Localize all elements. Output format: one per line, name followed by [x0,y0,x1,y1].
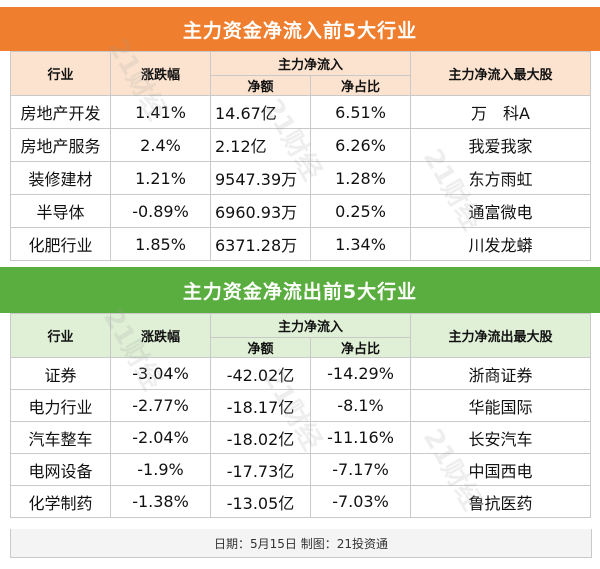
cell-stock: 万 科A [410,95,592,129]
cell-stock: 通富微电 [410,194,592,228]
cell-change: -1.9% [110,453,211,486]
cell-industry: 化肥行业 [10,227,111,261]
cell-change: -0.89% [110,194,211,228]
cell-ratio: -7.03% [309,485,412,518]
cell-industry: 房地产开发 [10,95,111,129]
cell-stock: 鲁抗医药 [410,485,592,518]
cell-industry: 汽车整车 [10,421,111,454]
table-row: 房地产服务 2.4% 2.12亿 6.26% 我爱我家 [10,128,592,162]
table-row: 装修建材 1.21% 9547.39万 1.28% 东方雨虹 [10,161,592,195]
header-top-stock: 主力净流出最大股 [410,313,592,358]
cell-amount: 9547.39万 [210,161,311,195]
cell-amount: 6371.28万 [210,227,311,261]
table-row: 证券 -3.04% -42.02亿 -14.29% 浙商证券 [10,357,592,390]
cell-change: 1.41% [110,95,211,129]
cell-ratio: 1.28% [309,161,412,195]
inflow-header-row: 行业 涨跌幅 主力净流入 主力净流入最大股 [10,51,592,96]
cell-change: 2.4% [110,128,211,162]
header-net-group: 主力净流入 [209,313,412,338]
header-ratio: 净占比 [309,75,412,96]
cell-industry: 房地产服务 [10,128,111,162]
table-row: 电网设备 -1.9% -17.73亿 -7.17% 中国西电 [10,453,592,486]
header-change: 涨跌幅 [110,313,211,358]
cell-change: -2.04% [110,421,211,454]
cell-ratio: 1.34% [309,227,412,261]
cell-ratio: -8.1% [309,389,412,422]
table-row: 房地产开发 1.41% 14.67亿 6.51% 万 科A [10,95,592,129]
cell-amount: 2.12亿 [210,128,311,162]
table-row: 电力行业 -2.77% -18.17亿 -8.1% 华能国际 [10,389,592,422]
header-industry: 行业 [10,313,111,358]
cell-ratio: -7.17% [309,453,412,486]
header-industry: 行业 [10,51,111,96]
footer-caption: 日期：5月15日 制图：21投资通 [10,529,592,558]
cell-change: -2.77% [110,389,211,422]
cell-amount: 6960.93万 [210,194,311,228]
cell-stock: 长安汽车 [410,421,592,454]
header-amount: 净额 [210,337,311,358]
header-ratio: 净占比 [309,337,412,358]
cell-stock: 中国西电 [410,453,592,486]
outflow-title: 主力资金净流出前5大行业 [0,267,600,313]
cell-amount: -18.02亿 [210,421,311,454]
outflow-subheader-row: 净额 净占比 [11,337,591,358]
table-row: 汽车整车 -2.04% -18.02亿 -11.16% 长安汽车 [10,421,592,454]
inflow-table: 行业 涨跌幅 主力净流入 主力净流入最大股 净额 净占比 房地产开发 1.41%… [10,51,592,261]
cell-ratio: -14.29% [309,357,412,390]
header-net-group: 主力净流入 [209,51,412,76]
cell-amount: -17.73亿 [210,453,311,486]
outflow-table: 行业 涨跌幅 主力净流入 主力净流出最大股 净额 净占比 证券 -3.04% -… [10,313,592,518]
cell-industry: 电力行业 [10,389,111,422]
cell-industry: 电网设备 [10,453,111,486]
table-row: 化学制药 -1.38% -13.05亿 -7.03% 鲁抗医药 [10,485,592,518]
cell-amount: -18.17亿 [210,389,311,422]
cell-industry: 证券 [10,357,111,390]
cell-amount: -13.05亿 [210,485,311,518]
cell-amount: 14.67亿 [210,95,311,129]
cell-change: 1.85% [110,227,211,261]
cell-stock: 浙商证券 [410,357,592,390]
cell-ratio: 0.25% [309,194,412,228]
cell-change: -1.38% [110,485,211,518]
table-row: 半导体 -0.89% 6960.93万 0.25% 通富微电 [10,194,592,228]
table-row: 化肥行业 1.85% 6371.28万 1.34% 川发龙蟒 [10,227,592,261]
cell-change: 1.21% [110,161,211,195]
header-amount: 净额 [210,75,311,96]
cell-ratio: 6.51% [309,95,412,129]
cell-stock: 我爱我家 [410,128,592,162]
cell-ratio: -11.16% [309,421,412,454]
inflow-title: 主力资金净流入前5大行业 [0,7,600,51]
outflow-header-row: 行业 涨跌幅 主力净流入 主力净流出最大股 [10,313,592,358]
cell-industry: 半导体 [10,194,111,228]
cell-industry: 装修建材 [10,161,111,195]
cell-stock: 华能国际 [410,389,592,422]
cell-stock: 东方雨虹 [410,161,592,195]
header-top-stock: 主力净流入最大股 [410,51,592,96]
cell-industry: 化学制药 [10,485,111,518]
cell-stock: 川发龙蟒 [410,227,592,261]
